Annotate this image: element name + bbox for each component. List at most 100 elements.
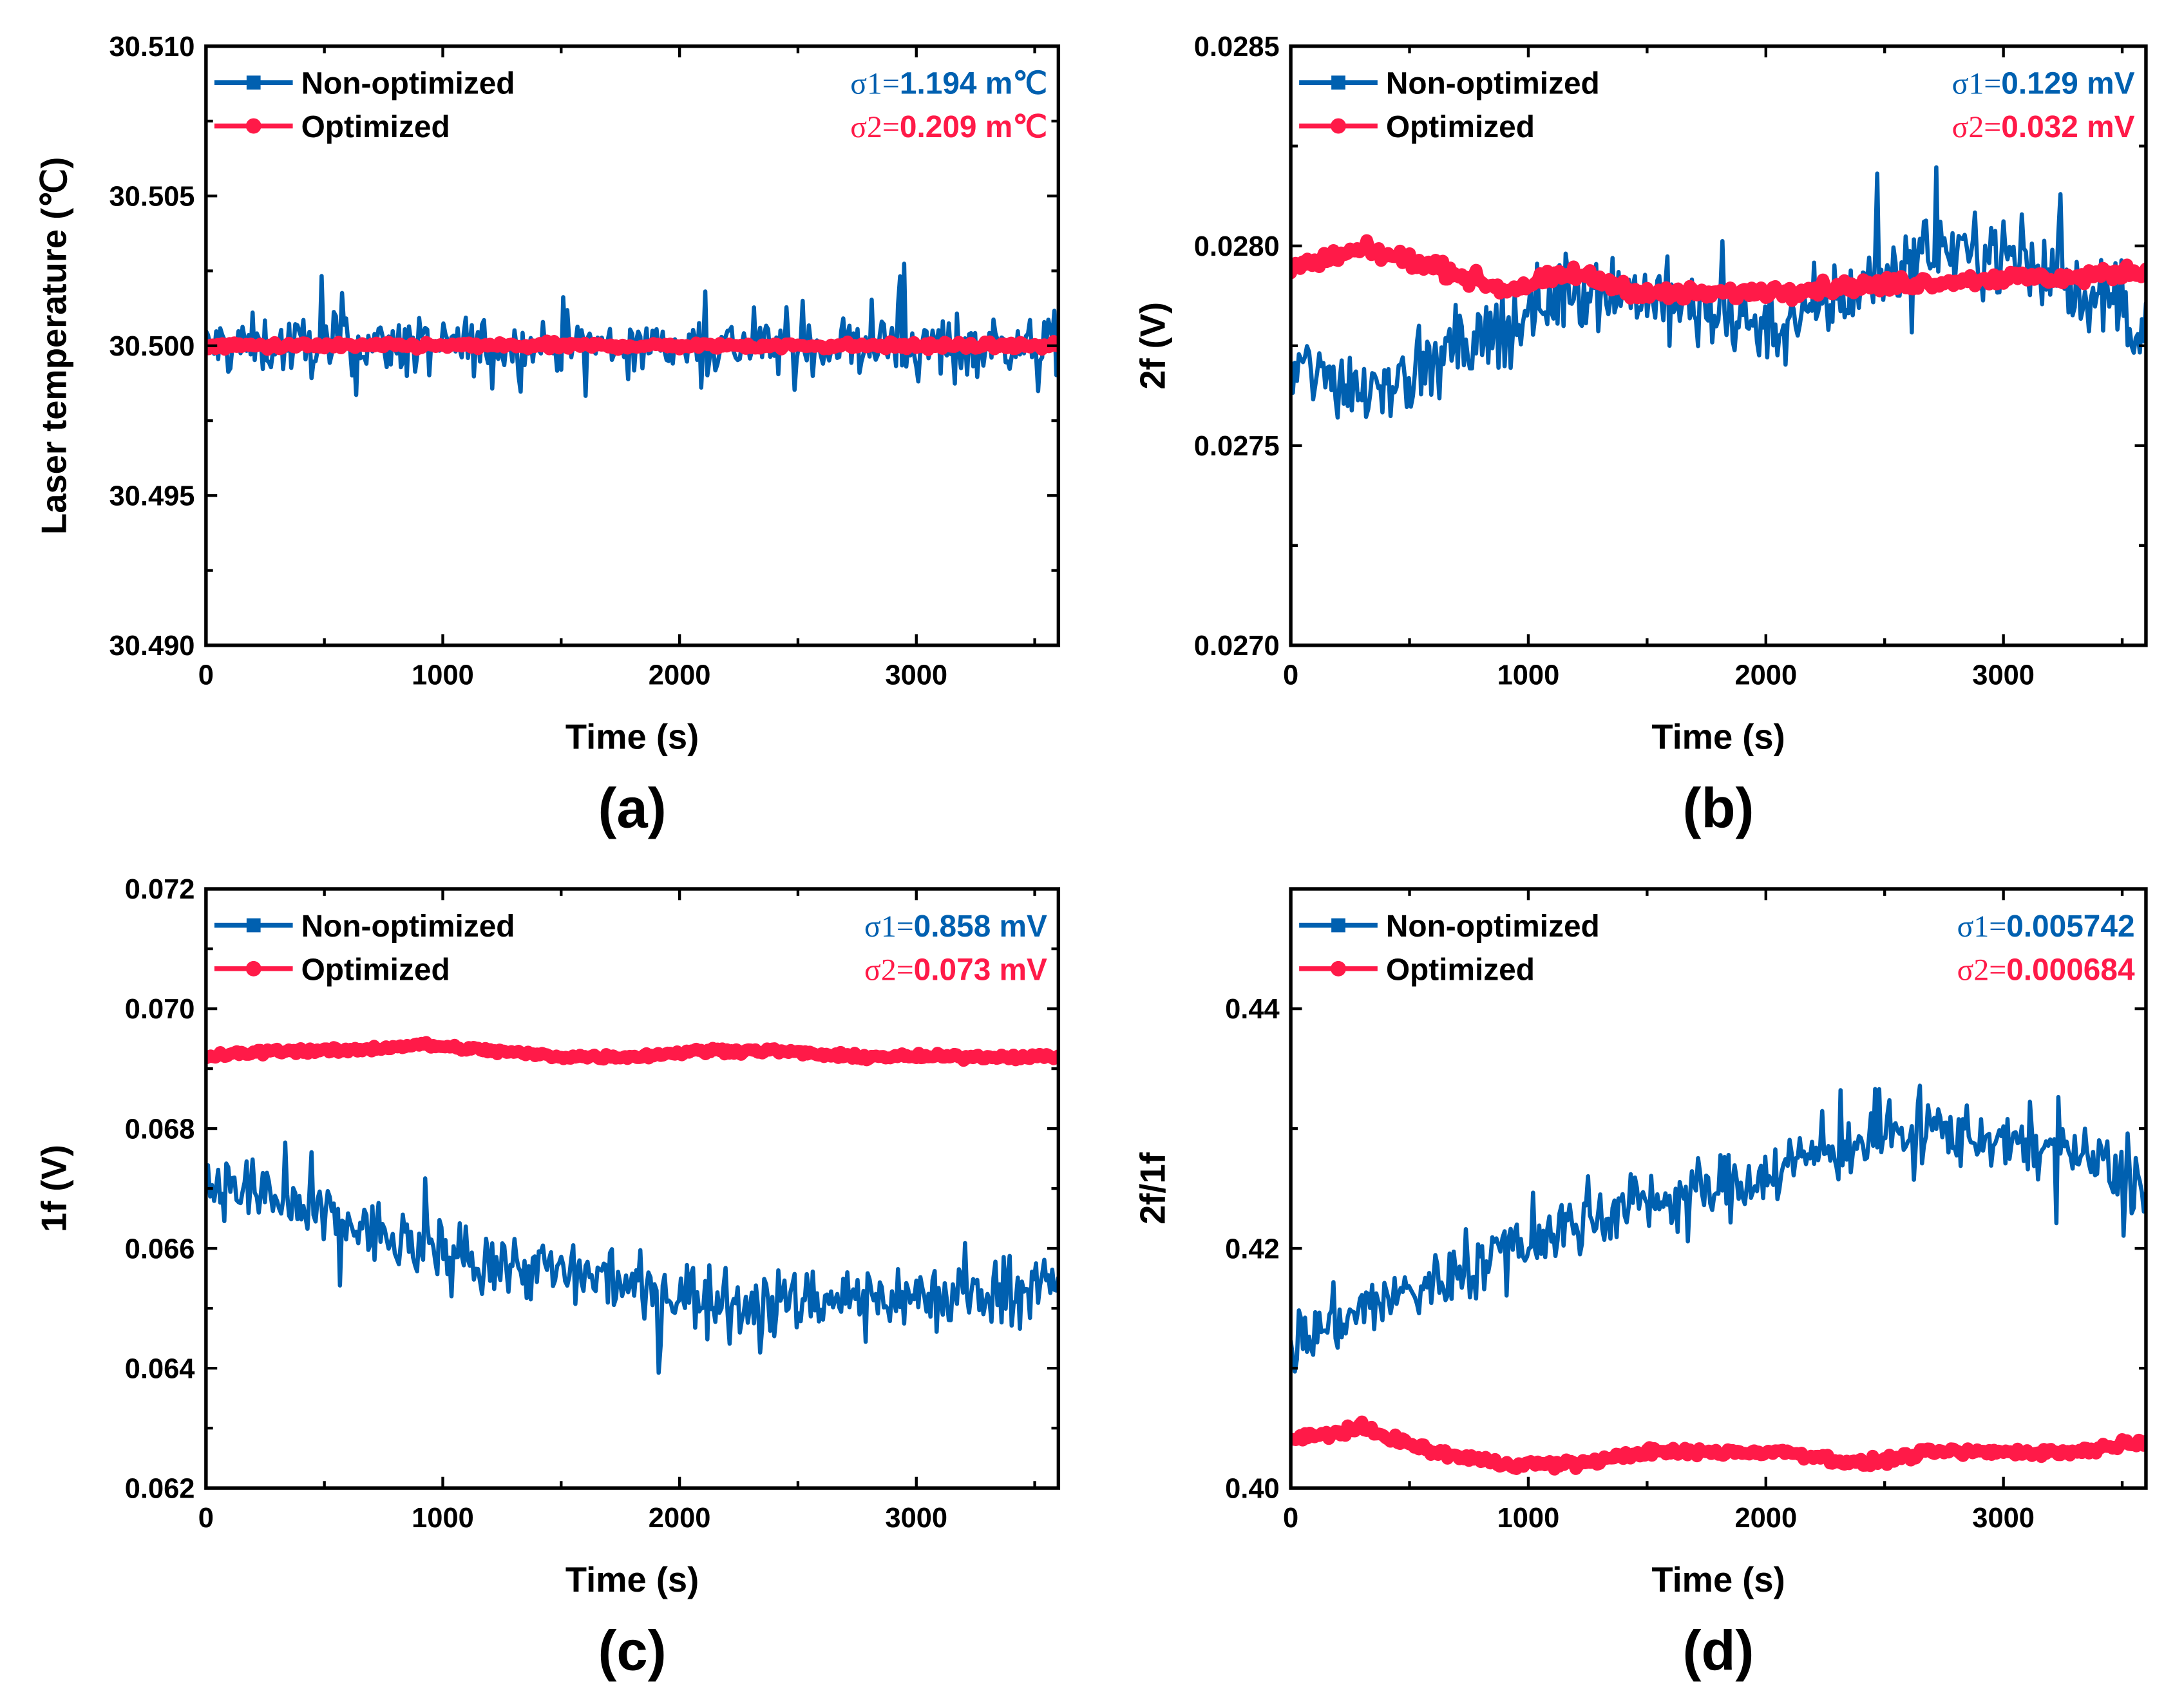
x-tick-label: 3000	[885, 660, 947, 691]
sigma-prefix: σ2=	[850, 110, 900, 144]
sigma-prefix: σ2=	[1957, 953, 2007, 987]
x-axis-title: Time (s)	[1651, 1560, 1785, 1599]
y-tick-label: 0.40	[1225, 1473, 1280, 1504]
panel-label: (a)	[598, 777, 666, 839]
y-tick-label: 0.066	[125, 1234, 195, 1264]
y-tick-label: 0.42	[1225, 1234, 1280, 1264]
sigma-annotation: σ1=0.858 mV	[864, 910, 1047, 944]
legend-label: Optimized	[301, 953, 450, 987]
plot-frame	[1289, 887, 2148, 1490]
legend-label: Non-optimized	[301, 67, 515, 101]
legend-label: Non-optimized	[301, 910, 515, 944]
legend: Non-optimized Optimized	[1299, 67, 1600, 144]
x-axis-title: Time (s)	[565, 1560, 699, 1599]
sigma-value: 0.032 mV	[2001, 110, 2134, 144]
series-line-non-optimized	[205, 1140, 1059, 1375]
sigma-prefix: σ1=	[850, 67, 900, 101]
legend-marker-circle	[245, 960, 261, 976]
sigma-annotation: σ2=0.209 m℃	[850, 110, 1047, 144]
sigma-value: 0.000684	[2006, 953, 2135, 987]
y-tick-label: 0.0270	[1194, 631, 1280, 662]
sigma-value: 0.858 mV	[914, 910, 1047, 944]
legend-marker-circle	[245, 118, 261, 134]
sigma-prefix: σ1=	[1952, 67, 2002, 101]
legend-label: Non-optimized	[1386, 910, 1600, 944]
legend-marker-square	[1331, 918, 1345, 933]
sigma-prefix: σ2=	[1952, 110, 2002, 144]
x-tick-label: 2000	[1734, 660, 1797, 691]
series-line-optimized	[1291, 234, 2146, 307]
sigma-value: 0.073 mV	[914, 953, 1047, 987]
y-axis-title: 2f/1f	[1134, 1152, 1173, 1224]
series-line-non-optimized	[1291, 1083, 2146, 1374]
x-tick-label: 1000	[1497, 1503, 1560, 1534]
legend-marker-square	[246, 918, 261, 933]
panel-label: (c)	[598, 1620, 666, 1682]
x-tick-label: 0	[1283, 1503, 1298, 1534]
sigma-annotation: σ1=0.005742	[1957, 910, 2135, 944]
legend-label: Optimized	[1386, 110, 1535, 144]
y-tick-label: 0.072	[125, 874, 195, 905]
y-tick-label: 30.490	[109, 631, 195, 662]
y-tick-label: 0.44	[1225, 994, 1280, 1025]
x-tick-label: 2000	[1734, 1503, 1797, 1534]
y-tick-label: 0.062	[125, 1473, 195, 1504]
series-line-non-optimized	[205, 262, 1059, 398]
y-tick-label: 0.0285	[1194, 32, 1280, 62]
panel-c: 0 1000 2000 3000 0.062 0.064 0.066 0.068 0.070 0.…	[35, 874, 1061, 1682]
sigma-prefix: σ1=	[864, 910, 914, 944]
x-tick-label: 3000	[885, 1503, 947, 1534]
series-line-optimized	[1291, 1415, 2146, 1476]
y-tick-label: 0.070	[125, 994, 195, 1025]
sigma-value: 1.194 m℃	[900, 67, 1047, 101]
legend-label: Non-optimized	[1386, 67, 1600, 101]
sigma-annotation: σ2=0.073 mV	[864, 953, 1047, 987]
x-tick-label: 1000	[1497, 660, 1560, 691]
legend-label: Optimized	[301, 110, 450, 144]
y-tick-label: 30.505	[109, 181, 195, 212]
sigma-annotation: σ2=0.032 mV	[1952, 110, 2135, 144]
series-line-optimized	[205, 1036, 1059, 1067]
y-tick-label: 0.0275	[1194, 431, 1280, 462]
panel-a: 0 1000 2000 3000 30.490 30.495 30.500 30.505 30.…	[35, 32, 1061, 839]
y-tick-label: 0.064	[125, 1353, 195, 1384]
legend: Non-optimized Optimized	[214, 910, 515, 987]
sigma-value: 0.209 m℃	[900, 110, 1047, 144]
x-tick-label: 2000	[649, 660, 711, 691]
y-axis-title: 2f (V)	[1134, 302, 1173, 390]
y-axis-title: Laser temperature (℃)	[35, 157, 74, 535]
legend-marker-circle	[1331, 960, 1346, 976]
series-line-optimized	[205, 334, 1059, 356]
panel-b: 0 1000 2000 3000 0.0270 0.0275 0.0280 0.0285 Tim…	[1134, 32, 2148, 839]
sigma-value: 0.005742	[2006, 910, 2134, 944]
y-tick-label: 30.495	[109, 481, 195, 512]
x-tick-label: 0	[198, 1503, 214, 1534]
legend: Non-optimized Optimized	[214, 67, 515, 144]
y-tick-label: 30.510	[109, 32, 195, 62]
legend-marker-square	[246, 75, 261, 90]
panel-d: 0 1000 2000 3000 0.40 0.42 0.44 Time (s) 2f/1f (d…	[1134, 887, 2148, 1682]
x-tick-label: 0	[198, 660, 214, 691]
series-line-non-optimized	[1291, 165, 2146, 420]
x-tick-label: 3000	[1972, 1503, 2035, 1534]
x-tick-label: 1000	[412, 660, 474, 691]
panel-label: (d)	[1683, 1620, 1754, 1682]
legend-marker-circle	[1331, 118, 1346, 134]
sigma-annotation: σ1=1.194 m℃	[850, 67, 1047, 101]
sigma-prefix: σ2=	[864, 953, 914, 987]
legend: Non-optimized Optimized	[1299, 910, 1600, 987]
x-tick-label: 0	[1283, 660, 1298, 691]
x-tick-label: 1000	[412, 1503, 474, 1534]
x-tick-label: 3000	[1972, 660, 2035, 691]
sigma-annotation: σ1=0.129 mV	[1952, 67, 2135, 101]
x-axis-title: Time (s)	[1651, 718, 1785, 757]
y-tick-label: 0.068	[125, 1114, 195, 1145]
x-tick-label: 2000	[649, 1503, 711, 1534]
y-axis-title: 1f (V)	[35, 1145, 74, 1232]
y-tick-label: 30.500	[109, 331, 195, 362]
legend-label: Optimized	[1386, 953, 1535, 987]
y-tick-label: 0.0280	[1194, 231, 1280, 262]
sigma-prefix: σ1=	[1957, 910, 2007, 944]
sigma-annotation: σ2=0.000684	[1957, 953, 2135, 987]
